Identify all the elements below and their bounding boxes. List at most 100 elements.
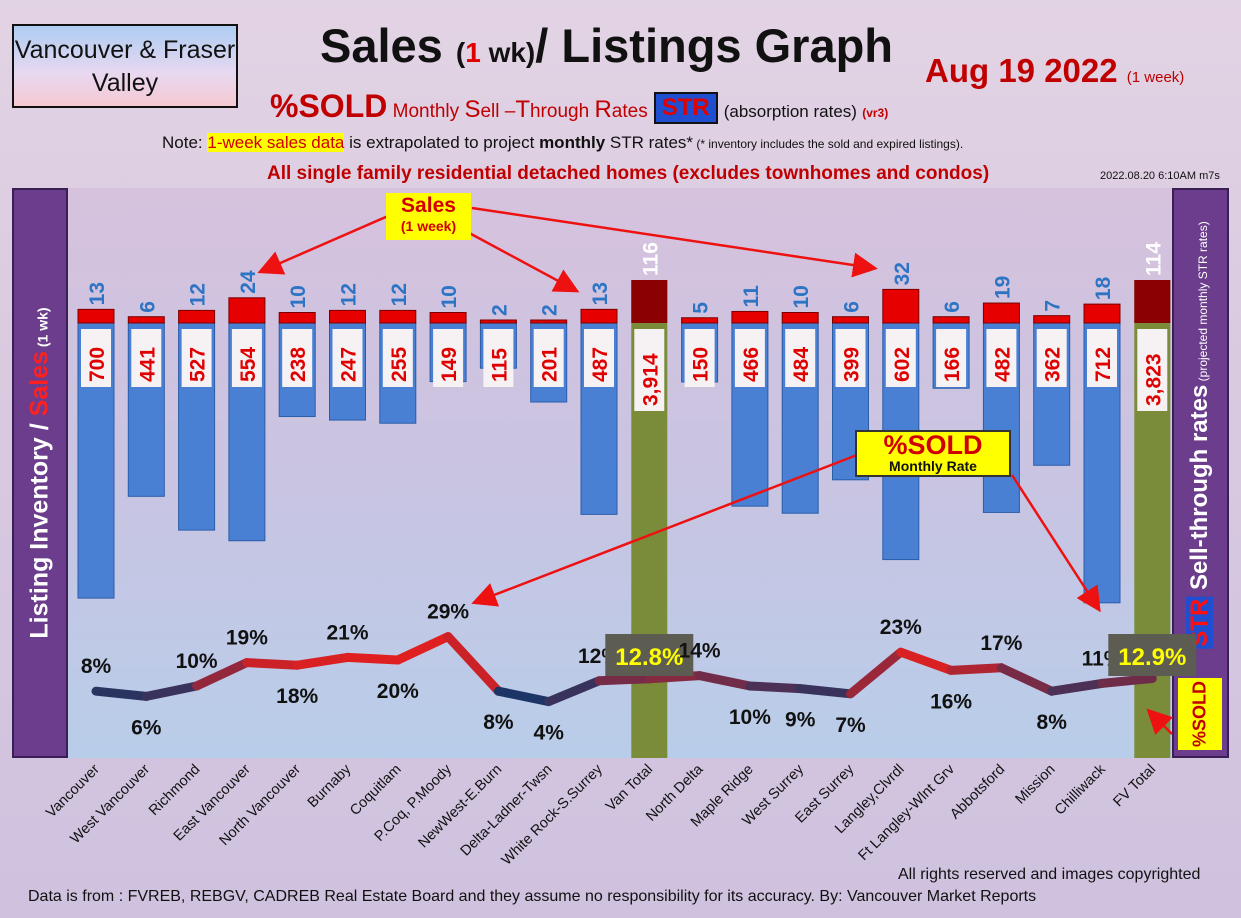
total-sales-bar bbox=[1134, 280, 1171, 323]
str-value-label: 19% bbox=[226, 627, 268, 650]
inventory-value-label: 201 bbox=[539, 347, 562, 382]
sales-bar bbox=[932, 316, 970, 324]
str-total-label-bg bbox=[1108, 634, 1197, 676]
str-total-label: 12.8% bbox=[615, 644, 683, 671]
sales-value-label: 18 bbox=[1092, 276, 1115, 300]
str-line-series bbox=[91, 632, 1157, 707]
sales-value-label: 2 bbox=[488, 304, 511, 316]
arrow-sold-side bbox=[1146, 708, 1173, 735]
inventory-value-label: 150 bbox=[690, 347, 713, 382]
str-value-label: 9% bbox=[785, 709, 816, 732]
str-total-label-bg bbox=[605, 634, 694, 676]
inventory-value-label: 441 bbox=[136, 347, 159, 382]
sales-bar bbox=[982, 302, 1020, 324]
inventory-label-bg bbox=[1087, 329, 1117, 387]
date-note: (1 week) bbox=[1126, 69, 1185, 86]
report-date: Aug 19 2022 (1 week) bbox=[925, 52, 1184, 90]
sales-value-label: 6 bbox=[136, 301, 159, 313]
arrow-sold-pcoq bbox=[471, 453, 858, 607]
title-paren-open: ( bbox=[455, 37, 466, 68]
str-line-segment bbox=[91, 686, 151, 701]
str-line-segment bbox=[393, 632, 453, 665]
sales-bar bbox=[127, 316, 165, 324]
str-line-segment bbox=[846, 647, 906, 699]
str-value-label: 10% bbox=[176, 650, 218, 673]
arrow-sales-east-van bbox=[257, 211, 396, 275]
inventory-label-bg bbox=[936, 329, 967, 387]
callout-arrows bbox=[257, 206, 1173, 735]
sales-value-label: 13 bbox=[86, 282, 109, 305]
str-value-label: 8% bbox=[81, 655, 112, 678]
inventory-label-bg bbox=[433, 329, 464, 387]
subtitle-absorption: (absorption rates) bbox=[723, 102, 857, 121]
inventory-label-bg bbox=[684, 329, 715, 387]
subtitle-str-badge: STR bbox=[653, 92, 718, 124]
note-end: STR rates* bbox=[605, 133, 694, 152]
sales-value-label: 114 bbox=[1142, 242, 1165, 276]
note-prefix: Note: bbox=[162, 133, 208, 152]
inventory-label-bg bbox=[483, 329, 514, 387]
inventory-label-bg bbox=[885, 329, 916, 387]
subtitle-w3: T bbox=[515, 96, 530, 123]
str-line-segment bbox=[1047, 678, 1107, 696]
sales-value-label: 11 bbox=[740, 285, 763, 308]
inventory-value-label: 527 bbox=[187, 347, 210, 382]
sales-bar bbox=[882, 288, 920, 324]
region-label-box: Vancouver & Fraser Valley bbox=[12, 24, 238, 108]
str-value-label: 23% bbox=[880, 616, 922, 639]
rights-notice: All rights reserved and images copyright… bbox=[898, 866, 1201, 883]
inventory-label-bg bbox=[533, 329, 564, 387]
left-axis-panel bbox=[12, 188, 68, 758]
sales-value-label: 2 bbox=[539, 304, 562, 316]
inventory-value-label: 554 bbox=[237, 347, 260, 382]
x-tick-label: Chilliwack bbox=[1052, 761, 1109, 818]
region-label: Vancouver & Fraser Valley bbox=[14, 36, 236, 97]
inventory-label-bg bbox=[634, 329, 665, 411]
sales-value-label: 116 bbox=[639, 242, 662, 276]
inventory-label-bg bbox=[231, 329, 262, 387]
sales-bar bbox=[329, 309, 366, 324]
str-line-segment bbox=[795, 684, 855, 699]
value-labels: 1370064411252724554102381224712255101492… bbox=[81, 242, 1197, 745]
note-mid: is extrapolated to project bbox=[344, 133, 540, 152]
sales-bar bbox=[530, 319, 568, 324]
subtitle-sold: %SOLD bbox=[270, 88, 388, 124]
str-value-label: 29% bbox=[427, 601, 469, 624]
inventory-label-bg bbox=[81, 329, 111, 387]
sales-value-label: 32 bbox=[891, 262, 914, 285]
inventory-label-bg bbox=[382, 329, 413, 387]
str-value-label: 7% bbox=[835, 714, 866, 737]
str-line-segment bbox=[695, 671, 755, 691]
str-value-label: 18% bbox=[276, 685, 318, 708]
sold-callout-title: %SOLD bbox=[883, 430, 983, 460]
sales-value-label: 6 bbox=[941, 301, 964, 313]
inventory-value-label: 700 bbox=[86, 347, 109, 382]
title-listings: / Listings Graph bbox=[535, 19, 894, 72]
sales-value-label: 13 bbox=[589, 282, 612, 305]
str-line-segment bbox=[594, 674, 654, 686]
sales-value-label: 6 bbox=[841, 301, 864, 313]
x-tick-label: Mission bbox=[1012, 762, 1058, 808]
inventory-label-bg bbox=[1036, 329, 1067, 387]
sales-value-label: 12 bbox=[187, 283, 210, 306]
inventory-label-bg bbox=[181, 329, 212, 387]
str-line-segment bbox=[946, 663, 1006, 675]
inventory-value-label: 3,914 bbox=[639, 353, 662, 406]
str-line-segment bbox=[343, 652, 403, 665]
sold-callout: %SOLD Monthly Rate bbox=[855, 430, 1011, 477]
title-num: 1 bbox=[465, 37, 481, 68]
inventory-value-label: 149 bbox=[438, 347, 461, 382]
inventory-value-label: 362 bbox=[1042, 347, 1065, 382]
inventory-label-bg bbox=[131, 329, 162, 387]
str-line-segment bbox=[644, 671, 705, 684]
sales-bar bbox=[479, 319, 517, 324]
sales-bar bbox=[379, 309, 417, 324]
str-line-segment bbox=[745, 681, 805, 694]
inventory-value-label: 399 bbox=[841, 347, 864, 382]
str-line-segment bbox=[242, 658, 302, 670]
str-line-segment bbox=[1097, 673, 1157, 688]
str-line-segment bbox=[544, 676, 604, 707]
inventory-value-label: 3,823 bbox=[1142, 353, 1165, 406]
